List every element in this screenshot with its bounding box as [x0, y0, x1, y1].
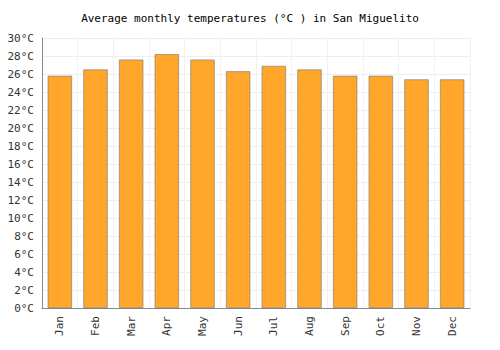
- svg-text:Oct: Oct: [374, 316, 387, 336]
- svg-text:10°C: 10°C: [8, 212, 35, 225]
- svg-text:28°C: 28°C: [8, 50, 35, 63]
- svg-text:Feb: Feb: [89, 316, 102, 336]
- svg-text:26°C: 26°C: [8, 68, 35, 81]
- svg-text:12°C: 12°C: [8, 194, 35, 207]
- svg-text:Nov: Nov: [410, 316, 423, 336]
- svg-text:May: May: [196, 316, 209, 336]
- svg-text:0°C: 0°C: [14, 302, 34, 315]
- svg-text:Jun: Jun: [232, 316, 245, 336]
- svg-text:Dec: Dec: [446, 316, 459, 336]
- svg-text:6°C: 6°C: [14, 248, 34, 261]
- svg-text:18°C: 18°C: [8, 140, 35, 153]
- svg-text:16°C: 16°C: [8, 158, 35, 171]
- svg-text:2°C: 2°C: [14, 284, 34, 297]
- svg-text:Sep: Sep: [339, 316, 352, 336]
- svg-text:22°C: 22°C: [8, 104, 35, 117]
- svg-text:Average monthly temperatures (: Average monthly temperatures (°C ) in Sa…: [81, 12, 419, 25]
- svg-text:Apr: Apr: [160, 316, 173, 336]
- svg-text:8°C: 8°C: [14, 230, 34, 243]
- svg-text:Aug: Aug: [303, 316, 316, 336]
- svg-text:4°C: 4°C: [14, 266, 34, 279]
- svg-text:20°C: 20°C: [8, 122, 35, 135]
- svg-text:Jan: Jan: [53, 316, 66, 336]
- svg-text:Jul: Jul: [267, 316, 280, 336]
- svg-text:30°C: 30°C: [8, 32, 35, 45]
- svg-text:14°C: 14°C: [8, 176, 35, 189]
- svg-text:Mar: Mar: [125, 316, 138, 336]
- svg-text:24°C: 24°C: [8, 86, 35, 99]
